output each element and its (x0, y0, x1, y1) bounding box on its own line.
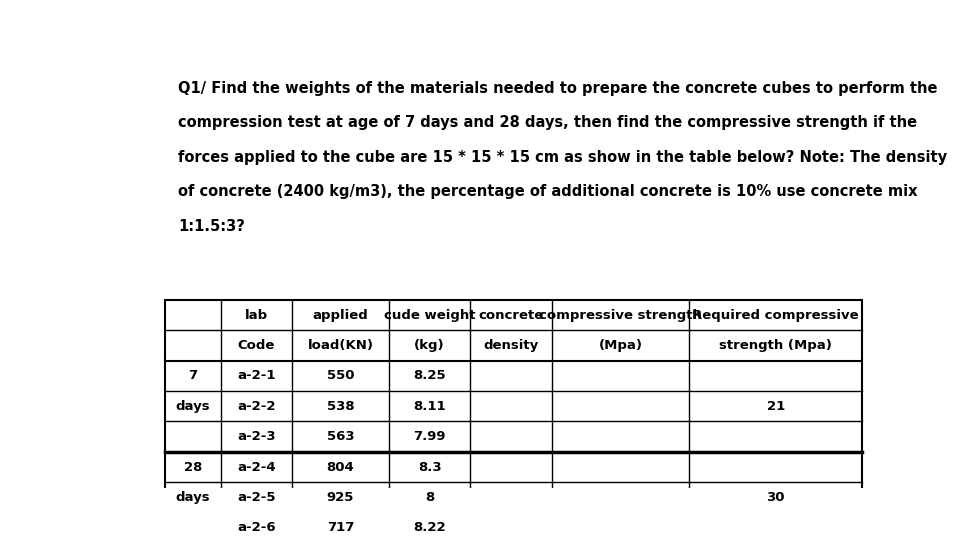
Text: cude weight: cude weight (384, 309, 475, 322)
Text: a-2-4: a-2-4 (237, 460, 276, 473)
Text: of concrete (2400 kg/m3), the percentage of additional concrete is 10% use concr: of concrete (2400 kg/m3), the percentage… (178, 184, 918, 199)
Text: a-2-2: a-2-2 (237, 400, 276, 413)
Text: days: days (176, 491, 210, 504)
Text: a-2-3: a-2-3 (237, 430, 276, 443)
Text: 8.22: 8.22 (413, 521, 446, 534)
Text: compression test at age of 7 days and 28 days, then find the compressive strengt: compression test at age of 7 days and 28… (178, 115, 918, 130)
Text: Required compressive: Required compressive (692, 309, 859, 322)
Text: 21: 21 (767, 400, 784, 413)
Text: 925: 925 (327, 491, 354, 504)
Text: a-2-6: a-2-6 (237, 521, 276, 534)
Text: density: density (483, 339, 538, 352)
Text: Code: Code (238, 339, 275, 352)
Text: 7: 7 (189, 369, 197, 383)
Text: strength (Mpa): strength (Mpa) (719, 339, 832, 352)
Text: load(KN): load(KN) (307, 339, 373, 352)
Text: 1:1.5:3?: 1:1.5:3? (178, 219, 245, 234)
Text: 8.3: 8.3 (418, 460, 441, 473)
Text: (Mpa): (Mpa) (599, 339, 642, 352)
Text: 8: 8 (425, 491, 434, 504)
Text: a-2-1: a-2-1 (237, 369, 276, 383)
Text: 550: 550 (327, 369, 355, 383)
Text: 804: 804 (327, 460, 355, 473)
Text: 717: 717 (327, 521, 354, 534)
Text: compressive strength: compressive strength (539, 309, 702, 322)
Text: lab: lab (245, 309, 268, 322)
Text: 7.99: 7.99 (413, 430, 446, 443)
Text: forces applied to the cube are 15 * 15 * 15 cm as show in the table below? Note:: forces applied to the cube are 15 * 15 *… (178, 150, 947, 165)
Text: 8.25: 8.25 (413, 369, 446, 383)
Text: 563: 563 (327, 430, 355, 443)
Text: 28: 28 (184, 460, 202, 473)
Text: Q1/ Find the weights of the materials needed to prepare the concrete cubes to pe: Q1/ Find the weights of the materials ne… (178, 81, 938, 95)
Text: (kg): (kg) (414, 339, 445, 352)
Text: applied: applied (313, 309, 368, 322)
Text: concrete: concrete (478, 309, 543, 322)
Text: days: days (176, 400, 210, 413)
Text: a-2-5: a-2-5 (237, 491, 276, 504)
Text: 538: 538 (327, 400, 355, 413)
Text: 8.11: 8.11 (413, 400, 446, 413)
Text: 30: 30 (766, 491, 785, 504)
